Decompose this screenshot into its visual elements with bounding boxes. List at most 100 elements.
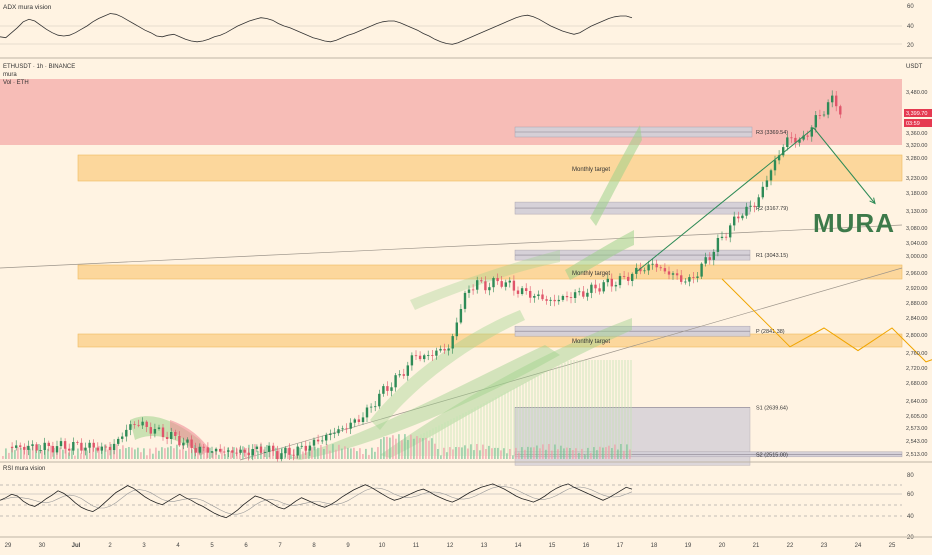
volume-bar [296,454,298,459]
candle-body [121,436,124,439]
volume-bar [572,450,574,459]
candle-body [831,95,834,103]
volume-bar [137,447,139,459]
current-price-label: 3,399.70 [906,111,927,117]
candle-body [496,278,499,282]
volume-bar [521,447,523,459]
candle-body [96,447,99,451]
volume-bar [206,449,208,459]
candle-body [165,437,169,439]
volume-bar [365,448,367,459]
volume-bar [542,444,544,459]
volume-bar [503,448,505,459]
candle-body [63,441,67,449]
candle-body [219,448,222,452]
candle-body [423,355,426,360]
candle-body [822,114,826,116]
candle-body [606,278,609,283]
volume-bar [371,447,373,459]
candle-body [761,186,764,198]
volume-bar [353,447,355,459]
candle-body [594,284,597,289]
price-tick: 3,280.00 [906,156,927,162]
monthly-target-label: Monthly target [572,271,610,277]
candle-body [508,280,511,283]
volume-bar [623,450,625,459]
candle-body [365,407,369,418]
time-tick: 21 [753,543,760,549]
volume-bar [269,448,271,459]
candle-body [198,446,201,453]
volume-bar [254,444,256,459]
candle-body [145,421,148,427]
candle-body [43,442,46,450]
volume-bar [98,445,100,459]
volume-bar [485,449,487,459]
candle-body [92,442,95,448]
trend-line-upper [0,224,903,269]
volume-bar [374,451,376,459]
candle-body [467,289,471,293]
price-tick: 3,180.00 [906,191,927,197]
volume-bar [299,447,301,459]
volume-bar [512,455,514,459]
volume-bar [230,451,232,459]
candle-body [565,296,569,298]
time-tick: 24 [855,543,862,549]
candle-body [557,299,560,302]
candle-body [137,424,140,426]
indicator-label-vol: Vol · ETH [3,80,29,86]
volume-bar [218,454,220,459]
time-tick: 18 [651,543,658,549]
pivot-label: P (2841.38) [756,329,785,335]
volume-bar [179,449,181,459]
price-tick: 3,480.00 [906,90,927,96]
volume-bar [5,448,7,459]
volume-bar [566,447,568,459]
candle-body [655,263,658,268]
ribbon-fill [565,230,634,280]
volume-bar [575,448,577,459]
volume-bar [314,446,316,459]
candle-body [206,447,210,453]
candle-body [769,170,773,181]
volume-bar [2,456,4,459]
candle-body [598,288,601,292]
price-tick: 2,840.00 [906,316,927,322]
candle-body [104,446,108,448]
candle-body [125,429,128,437]
candle-body [288,447,291,455]
watermark-logo: MURA [813,208,895,238]
volume-bar [158,450,160,459]
volume-bar [332,444,334,459]
volume-bar [89,447,91,459]
candle-body [378,393,381,407]
candle-body [537,294,540,296]
candle-body [741,215,744,219]
volume-bar [131,447,133,459]
candle-body [729,225,732,238]
candle-body [488,287,491,291]
volume-bar [233,447,235,459]
volume-bar [584,455,586,459]
monthly-target-label: Monthly target [572,167,610,173]
candle-body [794,137,797,143]
projection-path-mid [721,278,932,363]
price-tick: 2,720.00 [906,366,927,372]
candle-body [345,428,348,430]
candle-body [149,427,152,434]
time-tick: 16 [583,543,590,549]
volume-bar [143,448,145,459]
volume-bar [386,436,388,459]
volume-bar [626,444,628,459]
candle-body [806,135,809,137]
candle-body [349,422,352,429]
candle-body [541,294,544,300]
indicator-label-mura: mura [3,72,17,78]
candle-body [573,292,577,298]
volume-bar [377,447,379,459]
volume-bar [428,440,430,459]
volume-bar [275,447,277,459]
price-tick: 2,880.00 [906,301,927,307]
candle-body [602,282,605,292]
